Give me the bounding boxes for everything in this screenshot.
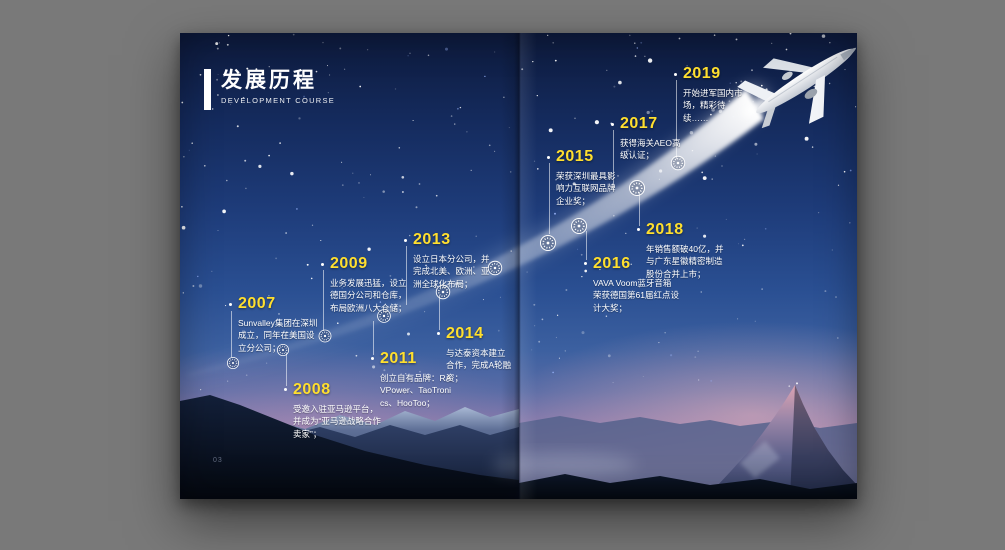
- timeline-connector-dot: [584, 262, 587, 265]
- fog-bank: [493, 453, 637, 477]
- airplane-icon: [737, 47, 857, 129]
- timeline-desc: 获得海关AEO高级认证；: [620, 138, 681, 161]
- timeline-desc: 设立日本分公司，并完成北美、欧洲、亚洲全球化布局；: [413, 254, 490, 289]
- timeline-item-2013: 2013 设立日本分公司，并完成北美、欧洲、亚洲全球化布局；: [413, 231, 495, 290]
- timeline-connector-line: [639, 192, 640, 226]
- timeline-connector-dot: [321, 263, 324, 266]
- timeline-connector-line: [613, 130, 614, 190]
- timeline-year: 2009: [330, 255, 368, 272]
- timeline-connector-dot: [437, 332, 440, 335]
- timeline-connector-dot: [284, 388, 287, 391]
- timeline-item-2011: 2011 创立自有品牌：RAVPower、TaoTronics、HooToo；: [380, 350, 454, 409]
- timeline-connector-line: [439, 296, 440, 330]
- timeline-connector-dot: [637, 228, 640, 231]
- timeline-connector-line: [286, 353, 287, 386]
- timeline-year: 2008: [293, 381, 331, 398]
- timeline-desc: VAVA Voom蓝牙音箱荣获德国第61届红点设计大奖；: [593, 278, 679, 313]
- page-number: 03: [213, 457, 223, 464]
- timeline-node-icon: [226, 356, 240, 370]
- page-subtitle: DEVELOPMENT COURSE: [221, 96, 336, 106]
- timeline-desc: 创立自有品牌：RAVPower、TaoTronics、HooToo；: [380, 373, 452, 408]
- timeline-desc: 荣获深圳最具影响力互联网品牌企业奖；: [556, 171, 616, 206]
- timeline-connector-dot: [611, 123, 614, 126]
- timeline-item-2008: 2008 受邀入驻亚马逊平台，并成为“亚马逊战略合作卖家”；: [293, 381, 383, 440]
- timeline-node-icon: [539, 234, 557, 252]
- timeline-year: 2017: [620, 115, 658, 132]
- timeline-connector-dot: [674, 73, 677, 76]
- timeline-item-2007: 2007 Sunvalley集团在深圳成立，同年在美国设立分公司；: [238, 295, 318, 354]
- timeline-connector-line: [231, 311, 232, 357]
- timeline-year: 2013: [413, 231, 451, 248]
- timeline-item-2019: 2019 开始进军国内市场，精彩待续……: [683, 65, 743, 124]
- section-title-block: 发展历程 DEVELOPMENT COURSE: [204, 69, 335, 110]
- timeline-connector-dot: [547, 156, 550, 159]
- timeline-desc: Sunvalley集团在深圳成立，同年在美国设立分公司；: [238, 318, 318, 353]
- timeline-item-2009: 2009 业务发展迅猛，设立德国分公司和仓库，布局欧洲八大仓储；: [330, 255, 412, 314]
- timeline-connector-line: [323, 270, 324, 331]
- timeline-year: 2018: [646, 221, 684, 238]
- timeline-connector-dot: [371, 357, 374, 360]
- timeline-year: 2015: [556, 148, 594, 165]
- timeline-year: 2014: [446, 325, 484, 342]
- timeline-connector-line: [373, 321, 374, 355]
- timeline-year: 2016: [593, 255, 631, 272]
- timeline-year: 2007: [238, 295, 276, 312]
- timeline-desc: 年销售额破40亿，并与广东星徽精密制造股份合并上市；: [646, 244, 724, 279]
- mountains-left: [180, 395, 519, 499]
- timeline-desc: 业务发展迅猛，设立德国分公司和仓库，布局欧洲八大仓储；: [330, 278, 407, 313]
- timeline-item-2017: 2017 获得海关AEO高级认证；: [620, 115, 682, 162]
- timeline-connector-line: [549, 163, 550, 234]
- timeline-item-2014: 2014 与达泰资本建立合作，完成A轮融资；: [446, 325, 512, 384]
- timeline-connector-dot: [404, 239, 407, 242]
- scene-artwork: [180, 33, 857, 499]
- timeline-connector-line: [676, 80, 677, 159]
- timeline-year: 2019: [683, 65, 721, 82]
- timeline-node-icon: [628, 179, 646, 197]
- timeline-item-2015: 2015 荣获深圳最具影响力互联网品牌企业奖；: [556, 148, 616, 207]
- timeline-item-2018: 2018 年销售额破40亿，并与广东星徽精密制造股份合并上市；: [646, 221, 730, 280]
- timeline-desc: 开始进军国内市场，精彩待续……: [683, 88, 743, 123]
- mountains-right: [493, 385, 857, 499]
- timeline-node-icon: [318, 329, 332, 343]
- title-bar-decoration: [204, 69, 211, 110]
- timeline-item-2016: 2016 VAVA Voom蓝牙音箱荣获德国第61届红点设计大奖；: [593, 255, 679, 314]
- timeline-node-icon: [570, 217, 588, 235]
- timeline-desc: 与达泰资本建立合作，完成A轮融资；: [446, 348, 512, 383]
- page-title: 发展历程: [221, 69, 317, 92]
- timeline-connector-line: [406, 246, 407, 305]
- timeline-desc: 受邀入驻亚马逊平台，并成为“亚马逊战略合作卖家”；: [293, 404, 381, 439]
- timeline-connector-dot: [229, 303, 232, 306]
- timeline-year: 2011: [380, 350, 417, 367]
- timeline-connector-line: [586, 231, 587, 260]
- brochure-spread: 发展历程 DEVELOPMENT COURSE 2007 Sunvalley集团…: [180, 33, 857, 499]
